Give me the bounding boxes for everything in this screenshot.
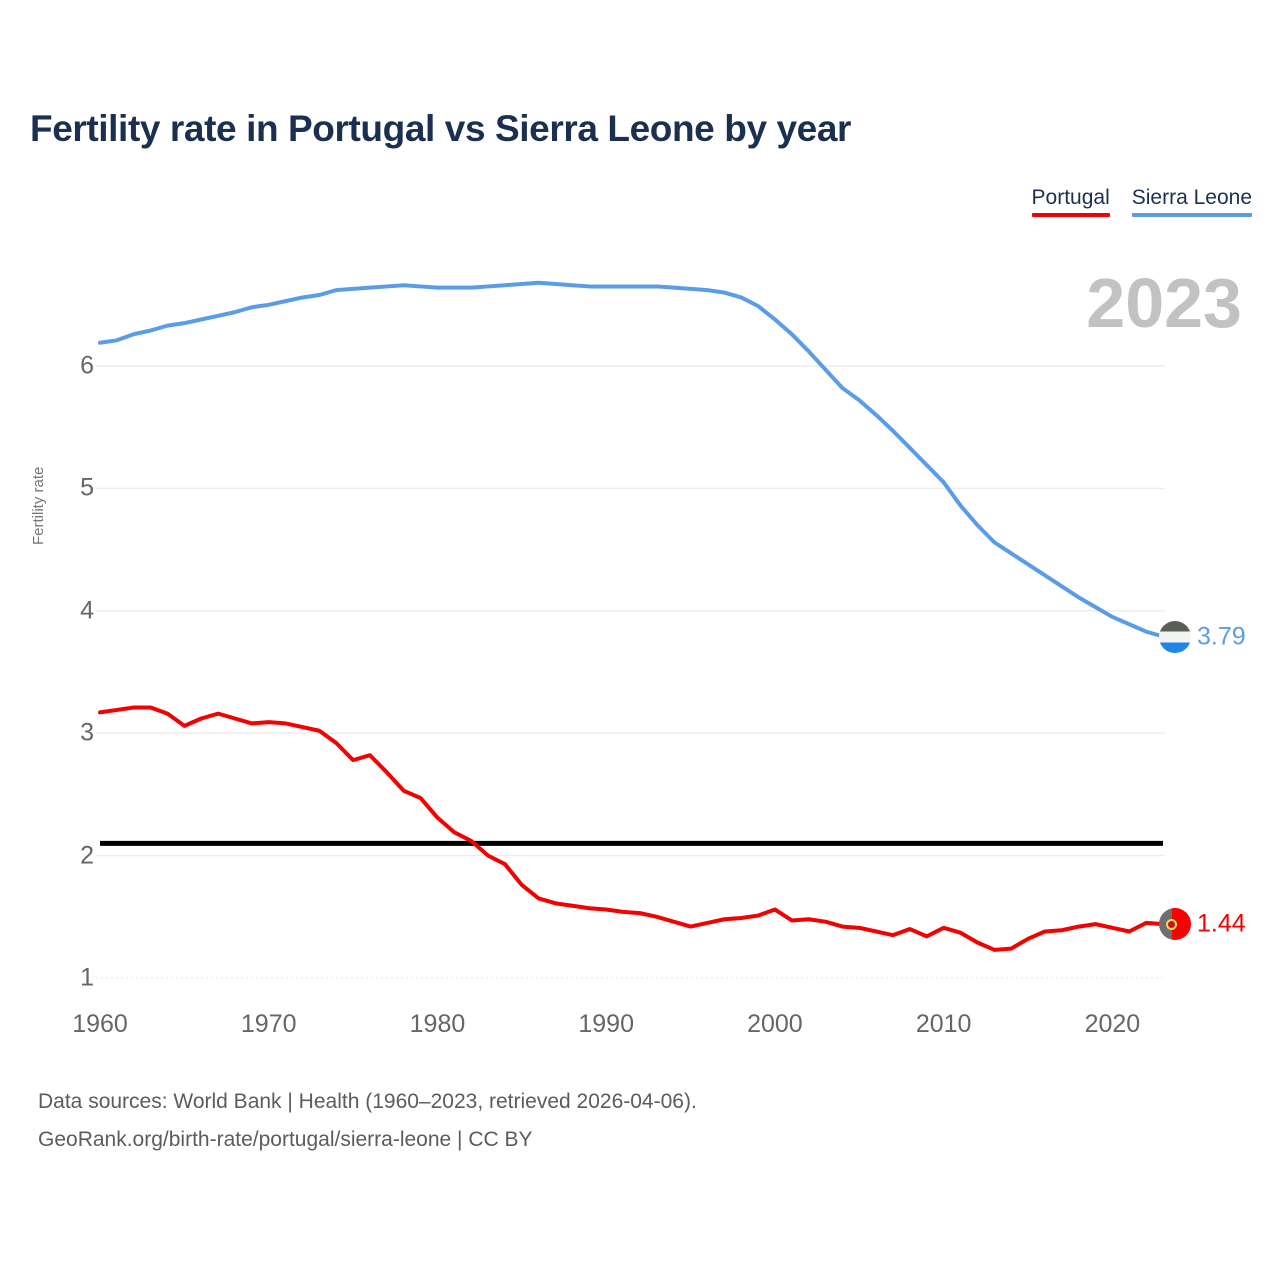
legend-item-portugal[interactable]: Portugal — [1031, 185, 1110, 217]
y-axis-tick: 5 — [80, 473, 94, 502]
footer-data-sources: Data sources: World Bank | Health (1960–… — [38, 1090, 697, 1113]
x-axis-tick: 1970 — [240, 1010, 297, 1038]
year-watermark: 2023 — [1086, 264, 1242, 342]
y-axis-tick: 3 — [80, 718, 94, 747]
series-line-sierra-leone — [98, 280, 1165, 639]
x-axis-tick: 1990 — [578, 1010, 634, 1038]
x-axis-tick: 2000 — [747, 1010, 803, 1038]
legend-label-portugal: Portugal — [1031, 186, 1110, 209]
y-axis-tick: 4 — [80, 596, 94, 625]
sierra-leone-flag-icon — [1159, 620, 1191, 653]
y-axis-tick: 1 — [80, 963, 94, 992]
end-value-label-sierra-leone: 3.79 — [1197, 622, 1246, 650]
legend-rule-portugal — [1031, 213, 1110, 217]
portugal-emblem-icon — [1166, 918, 1178, 930]
end-value-label-portugal: 1.44 — [1197, 909, 1246, 938]
x-axis-tick: 1960 — [72, 1010, 128, 1038]
x-axis-tick: 2020 — [1084, 1010, 1141, 1038]
y-axis-tick: 6 — [80, 351, 94, 380]
page-title: Fertility rate in Portugal vs Sierra Leo… — [30, 108, 852, 149]
series-line-portugal — [98, 705, 1165, 952]
x-axis-tick: 2010 — [915, 1010, 972, 1038]
x-axis-tick: 1980 — [409, 1010, 466, 1038]
legend-item-sierra-leone[interactable]: Sierra Leone — [1131, 185, 1252, 217]
portugal-flag-icon — [1159, 908, 1191, 941]
footer-attribution: GeoRank.org/birth-rate/portugal/sierra-l… — [38, 1128, 533, 1151]
chart-legend: Portugal Sierra Leone — [1031, 185, 1252, 217]
y-axis-tick: 2 — [80, 841, 94, 870]
legend-rule-sierra-leone — [1131, 213, 1252, 217]
legend-label-sierra-leone: Sierra Leone — [1131, 186, 1252, 209]
